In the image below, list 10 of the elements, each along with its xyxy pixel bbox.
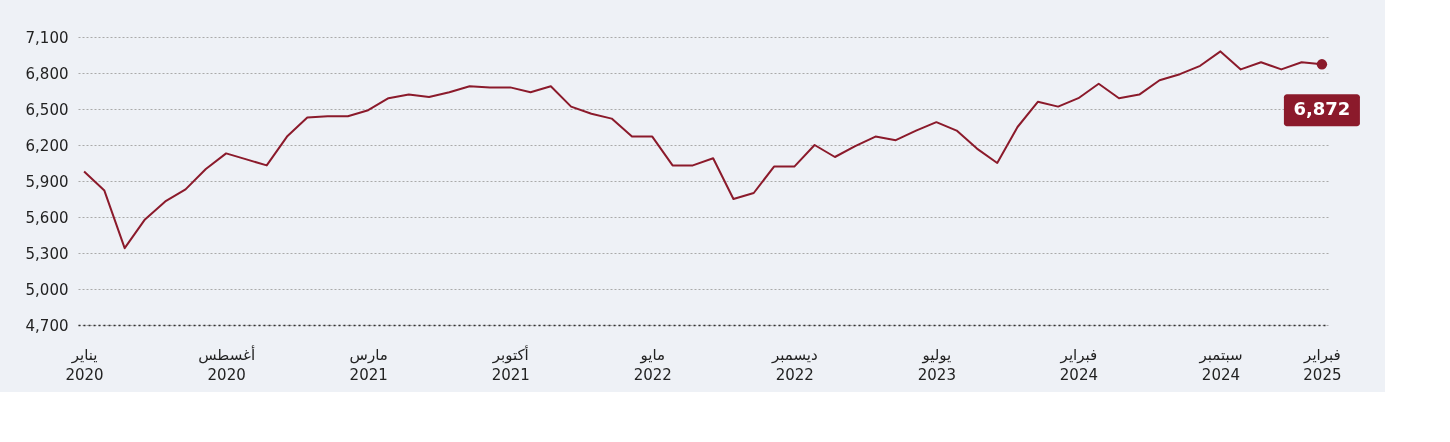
y-tick-label: 7,100 <box>25 28 69 47</box>
data-label: 6,872 <box>1293 98 1351 120</box>
y-tick-label: 5,600 <box>25 208 69 227</box>
y-tick-label: 5,300 <box>25 244 69 263</box>
y-tick-label: 6,800 <box>25 64 69 83</box>
y-tick-label: 4,700 <box>25 316 69 335</box>
y-tick-label: 5,000 <box>25 280 69 299</box>
y-tick-label: 5,900 <box>25 172 69 191</box>
y-tick-label: 6,200 <box>25 136 69 155</box>
y-tick-label: 6,500 <box>25 100 69 119</box>
